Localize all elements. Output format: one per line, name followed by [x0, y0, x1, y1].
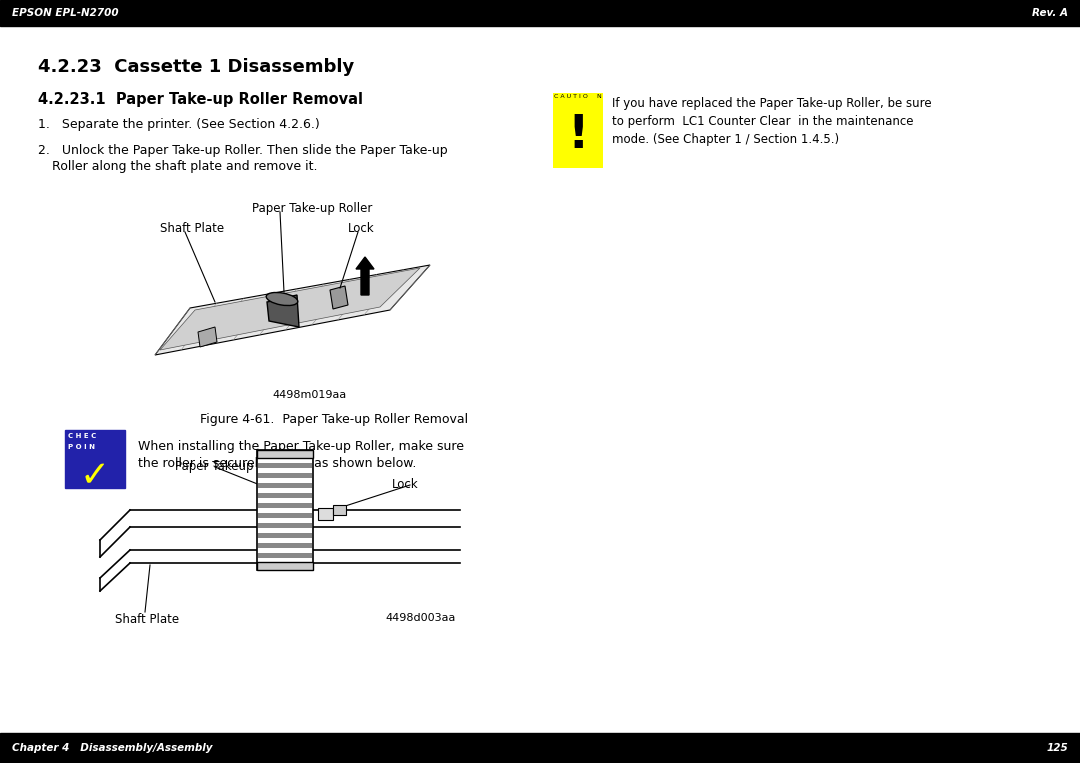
Text: Lock: Lock [392, 478, 419, 491]
Text: the roller is securely locked as shown below.: the roller is securely locked as shown b… [138, 457, 417, 470]
Text: Shaft Plate: Shaft Plate [114, 613, 179, 626]
Polygon shape [160, 268, 420, 350]
Polygon shape [267, 295, 299, 327]
Polygon shape [198, 327, 217, 347]
Bar [257, 450, 313, 570]
Bar [258, 463, 312, 468]
Bar [258, 513, 312, 518]
Bar [258, 453, 312, 458]
Bar [258, 483, 312, 488]
Text: 1.   Separate the printer. (See Section 4.2.6.): 1. Separate the printer. (See Section 4.… [38, 118, 320, 131]
Text: to perform  LC1 Counter Clear  in the maintenance: to perform LC1 Counter Clear in the main… [612, 115, 914, 128]
Text: P O I N: P O I N [68, 444, 95, 450]
Text: Shaft Plate: Shaft Plate [160, 222, 225, 235]
Bar [258, 523, 312, 528]
Text: Figure 4-61.  Paper Take-up Roller Removal: Figure 4-61. Paper Take-up Roller Remova… [200, 413, 468, 426]
Bar [258, 543, 312, 548]
Bar [65, 430, 125, 488]
Bar [258, 493, 312, 498]
Text: mode. (See Chapter 1 / Section 1.4.5.): mode. (See Chapter 1 / Section 1.4.5.) [612, 133, 839, 146]
Text: 4.2.23  Cassette 1 Disassembly: 4.2.23 Cassette 1 Disassembly [38, 58, 354, 76]
Text: Chapter 4   Disassembly/Assembly: Chapter 4 Disassembly/Assembly [12, 743, 213, 753]
Text: !: ! [567, 112, 589, 157]
Text: N: N [596, 94, 600, 99]
Text: Paper Takeup Roller: Paper Takeup Roller [175, 460, 291, 473]
Bar [258, 563, 312, 568]
Text: Roller along the shaft plate and remove it.: Roller along the shaft plate and remove … [52, 160, 318, 173]
Bar [0, 0, 1080, 26]
Polygon shape [330, 286, 348, 309]
Bar [0, 733, 1080, 763]
Text: 4498m019aa: 4498m019aa [273, 390, 347, 400]
Bar [258, 503, 312, 508]
Ellipse shape [266, 292, 298, 305]
Text: Lock: Lock [348, 222, 375, 235]
Bar [257, 562, 313, 570]
Text: 2.   Unlock the Paper Take-up Roller. Then slide the Paper Take-up: 2. Unlock the Paper Take-up Roller. Then… [38, 144, 447, 157]
Text: 125: 125 [1047, 743, 1068, 753]
FancyArrow shape [356, 257, 374, 295]
Text: EPSON EPL-N2700: EPSON EPL-N2700 [12, 8, 119, 18]
Bar [258, 533, 312, 538]
Text: 4498d003aa: 4498d003aa [384, 613, 456, 623]
Text: If you have replaced the Paper Take-up Roller, be sure: If you have replaced the Paper Take-up R… [612, 97, 932, 110]
Text: Rev. A: Rev. A [1032, 8, 1068, 18]
Bar [318, 508, 333, 520]
Polygon shape [156, 265, 430, 355]
Text: C A U T I O: C A U T I O [554, 94, 588, 99]
Text: Paper Take-up Roller: Paper Take-up Roller [252, 202, 373, 215]
Bar [258, 473, 312, 478]
Bar [257, 450, 313, 458]
Text: ✓: ✓ [80, 459, 110, 493]
Text: When installing the Paper Take-up Roller, make sure: When installing the Paper Take-up Roller… [138, 440, 464, 453]
Text: C H E C: C H E C [68, 433, 96, 439]
Text: 4.2.23.1  Paper Take-up Roller Removal: 4.2.23.1 Paper Take-up Roller Removal [38, 92, 363, 107]
Bar [258, 553, 312, 558]
Bar [553, 93, 603, 168]
Polygon shape [333, 505, 346, 515]
